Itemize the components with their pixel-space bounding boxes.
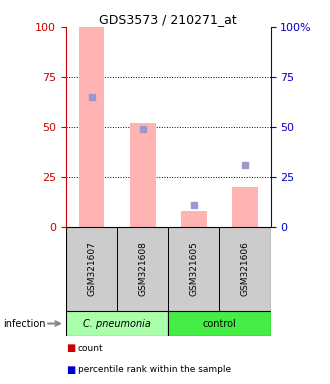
Bar [79,27,104,227]
Bar [66,227,117,311]
Text: ■: ■ [66,343,75,354]
Bar [181,210,207,227]
Text: infection: infection [3,318,46,329]
Text: ■: ■ [66,364,75,375]
Text: percentile rank within the sample: percentile rank within the sample [78,365,231,374]
Text: GSM321606: GSM321606 [241,242,249,296]
Text: control: control [203,318,236,329]
Title: GDS3573 / 210271_at: GDS3573 / 210271_at [99,13,237,26]
Text: C. pneumonia: C. pneumonia [83,318,151,329]
Bar [219,227,271,311]
Text: GSM321608: GSM321608 [138,242,147,296]
Text: GSM321607: GSM321607 [87,242,96,296]
Text: GSM321605: GSM321605 [189,242,198,296]
Bar [168,227,219,311]
Bar [66,311,168,336]
Text: count: count [78,344,103,353]
Bar [130,123,155,227]
Bar [232,187,258,227]
Bar [168,311,271,336]
Bar [117,227,168,311]
